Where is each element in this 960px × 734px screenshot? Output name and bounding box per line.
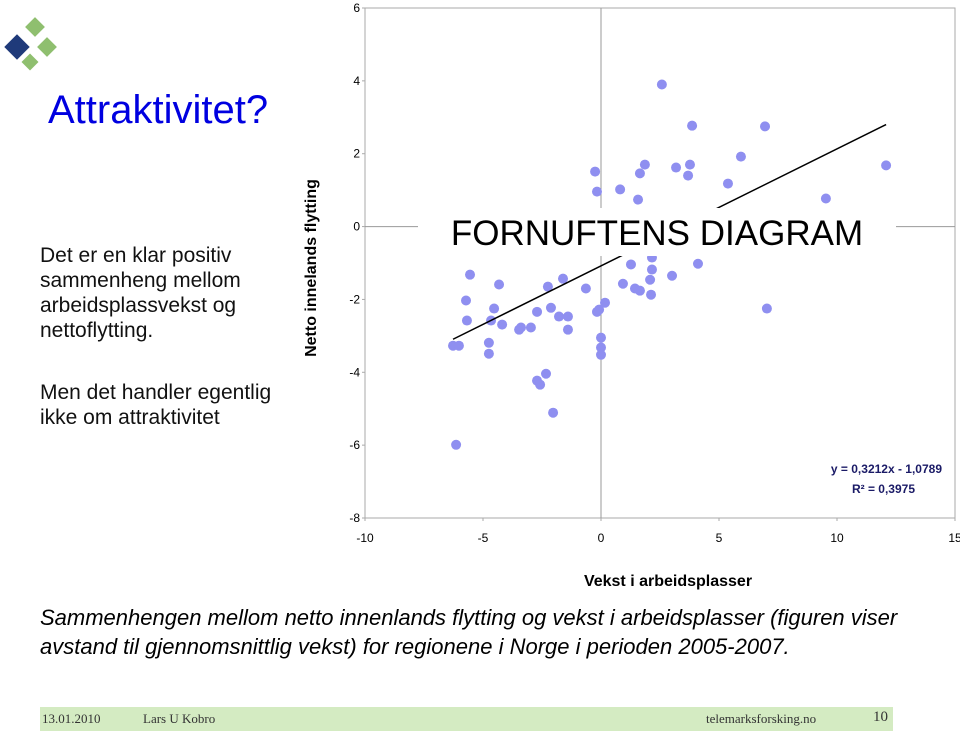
y-tick-label: -6	[349, 438, 360, 452]
scatter-point	[820, 193, 831, 204]
scatter-point	[600, 297, 611, 308]
scatter-point	[684, 159, 695, 170]
y-axis-title: Netto innelands flytting	[303, 179, 320, 357]
scatter-point	[656, 79, 667, 90]
y-tick-label: -2	[349, 292, 360, 306]
y-tick-label: -4	[349, 365, 360, 379]
scatter-point	[881, 160, 892, 171]
x-tick-label: 15	[948, 531, 960, 545]
logo	[4, 17, 57, 71]
y-tick-label: -8	[349, 511, 360, 525]
scatter-point	[453, 340, 464, 351]
scatter-point	[667, 270, 678, 281]
scatter-point	[451, 439, 462, 450]
x-tick-label: -10	[356, 531, 374, 545]
caption: Sammenhengen mellom netto innenlands fly…	[40, 605, 898, 659]
scatter-point	[497, 319, 508, 330]
y-tick-label: 0	[353, 220, 360, 234]
x-tick-label: 5	[716, 531, 723, 545]
scatter-point	[646, 289, 657, 300]
footer-page: 10	[873, 709, 888, 725]
scatter-point	[515, 322, 526, 333]
scatter-point	[760, 121, 771, 132]
scatter-point	[683, 170, 694, 181]
scatter-point	[548, 407, 559, 418]
scatter-point	[625, 259, 636, 270]
scatter-point	[591, 306, 602, 317]
y-tick-label: 2	[353, 147, 360, 161]
scatter-point	[562, 324, 573, 335]
scatter-point	[532, 306, 543, 317]
y-tick-label: 6	[353, 1, 360, 15]
footer-bar	[40, 707, 893, 731]
scatter-point	[687, 120, 698, 131]
annotation-box	[418, 208, 896, 256]
x-tick-label: 0	[598, 531, 605, 545]
scatter-point	[692, 258, 703, 269]
scatter-point	[465, 269, 476, 280]
scatter-point	[671, 162, 682, 173]
scatter-point	[590, 166, 601, 177]
scatter-point	[461, 295, 472, 306]
bullet: Det er en klar positiv sammenheng mellom…	[40, 244, 241, 342]
scatter-point	[634, 285, 645, 296]
scatter-point	[634, 168, 645, 179]
scatter-point	[596, 342, 606, 353]
scatter-point	[596, 349, 606, 360]
y-tick-label: 4	[353, 74, 360, 88]
scatter-point	[541, 368, 552, 379]
scatter-point	[483, 337, 494, 348]
scatter-point	[615, 184, 626, 195]
scatter-point	[639, 159, 650, 170]
scatter-point	[580, 283, 591, 294]
trendline-r2: R² = 0,3975	[852, 482, 915, 496]
scatter-point	[562, 311, 573, 322]
scatter-point	[633, 194, 644, 205]
x-tick-label: -5	[478, 531, 489, 545]
x-axis-title: Vekst i arbeidsplasser	[584, 573, 752, 590]
scatter-point	[558, 273, 569, 284]
scatter-point	[542, 281, 553, 292]
plot-frame	[364, 7, 956, 519]
trendline-equation: y = 0,3212x - 1,0789	[831, 462, 942, 476]
slide-title: Attraktivitet?	[48, 88, 269, 132]
scatter-point	[735, 151, 746, 162]
x-tick-label: 10	[830, 531, 844, 545]
scatter-point	[617, 278, 628, 289]
scatter-point	[489, 303, 500, 314]
scatter-point	[553, 311, 564, 322]
scatter-point	[722, 178, 733, 189]
scatter-point	[761, 303, 772, 314]
scatter-point	[645, 274, 656, 285]
scatter-point	[646, 264, 657, 275]
footer-date: 13.01.2010	[42, 711, 101, 726]
scatter-point	[525, 322, 536, 333]
scatter-point	[483, 348, 494, 359]
scatter-point	[596, 332, 606, 343]
footer-author: Lars U Kobro	[143, 711, 216, 726]
footer-site: telemarksforsking.no	[706, 711, 817, 726]
scatter-point	[494, 279, 505, 290]
bullet: Men det handler egentlig ikke om attrakt…	[40, 381, 272, 429]
scatter-point	[591, 186, 602, 197]
scatter-point	[461, 315, 472, 326]
scatter-point	[535, 379, 546, 390]
annotation: FORNUFTENS DIAGRAM	[451, 214, 863, 253]
scatter-point	[545, 302, 556, 313]
